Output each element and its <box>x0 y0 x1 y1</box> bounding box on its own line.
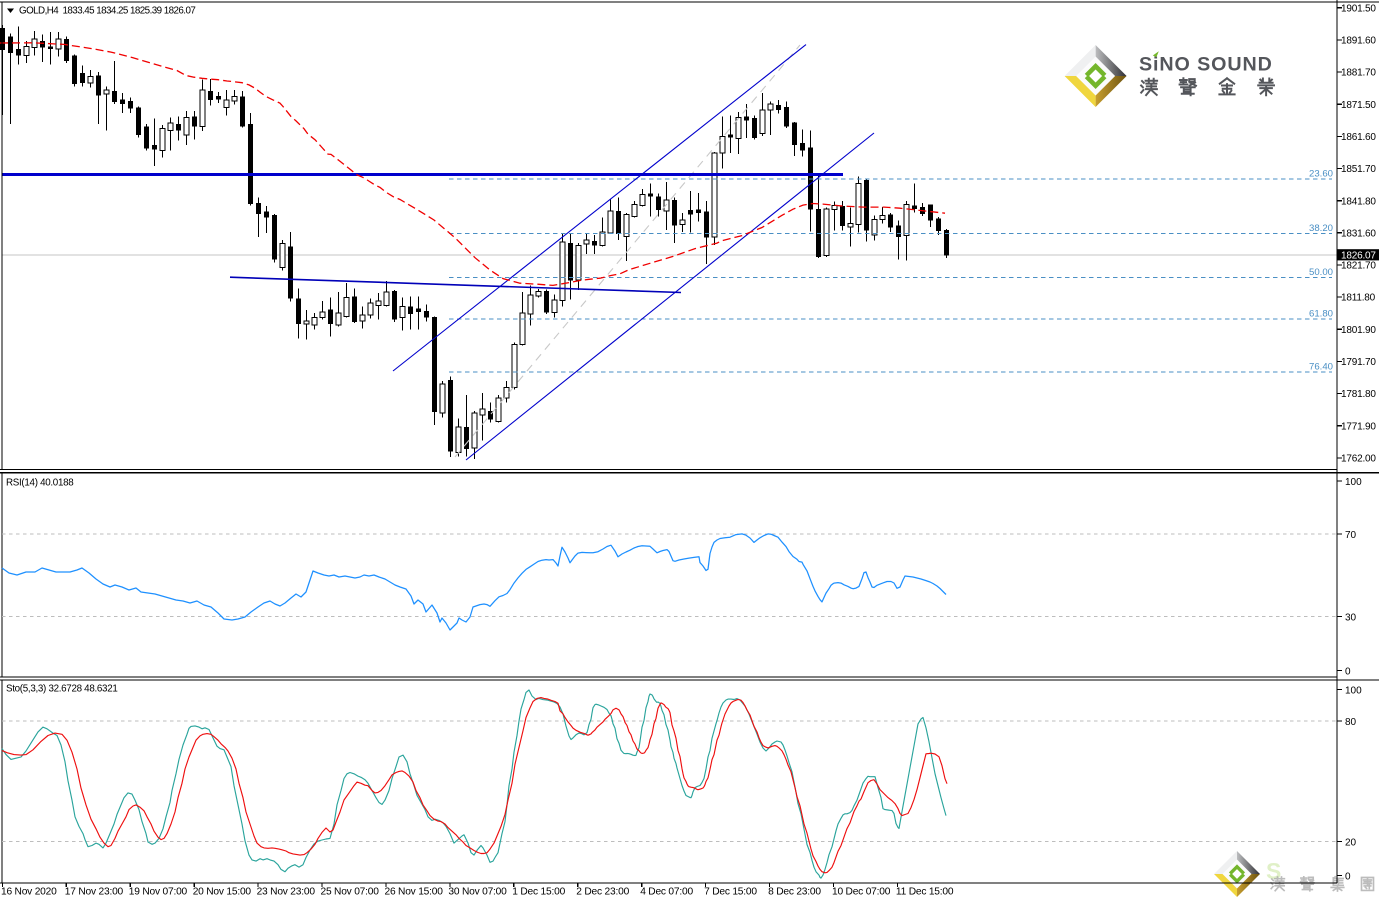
svg-text:1901.50: 1901.50 <box>1341 3 1376 14</box>
svg-text:1851.70: 1851.70 <box>1341 164 1376 175</box>
svg-text:76.40: 76.40 <box>1309 361 1333 372</box>
svg-text:Sto(5,3,3) 32.6728 48.6321: Sto(5,3,3) 32.6728 48.6321 <box>6 684 118 695</box>
svg-text:1771.90: 1771.90 <box>1341 421 1376 432</box>
svg-text:7 Dec 15:00: 7 Dec 15:00 <box>704 886 757 897</box>
svg-text:1871.50: 1871.50 <box>1341 100 1376 111</box>
svg-text:23.60: 23.60 <box>1309 169 1333 180</box>
svg-text:0: 0 <box>1345 667 1351 678</box>
svg-text:19 Nov 07:00: 19 Nov 07:00 <box>129 886 188 897</box>
svg-text:10 Dec 07:00: 10 Dec 07:00 <box>832 886 891 897</box>
svg-text:1801.90: 1801.90 <box>1341 325 1376 336</box>
svg-text:1861.60: 1861.60 <box>1341 132 1376 143</box>
svg-text:0: 0 <box>1345 872 1351 883</box>
svg-text:8 Dec 23:00: 8 Dec 23:00 <box>768 886 821 897</box>
svg-text:17 Nov 23:00: 17 Nov 23:00 <box>65 886 124 897</box>
svg-text:100: 100 <box>1345 477 1362 488</box>
svg-text:1821.70: 1821.70 <box>1341 261 1376 272</box>
svg-text:1826.07: 1826.07 <box>1341 250 1376 261</box>
svg-text:2 Dec 23:00: 2 Dec 23:00 <box>576 886 629 897</box>
svg-text:30 Nov 07:00: 30 Nov 07:00 <box>448 886 507 897</box>
svg-text:1791.70: 1791.70 <box>1341 357 1376 368</box>
svg-text:GOLD,H4 1833.45 1834.25 1825.: GOLD,H4 1833.45 1834.25 1825.39 1826.07 <box>19 6 195 17</box>
svg-text:20 Nov 15:00: 20 Nov 15:00 <box>193 886 252 897</box>
svg-text:26 Nov 15:00: 26 Nov 15:00 <box>385 886 444 897</box>
svg-text:1811.80: 1811.80 <box>1341 293 1376 304</box>
svg-text:1881.70: 1881.70 <box>1341 68 1376 79</box>
svg-text:1831.60: 1831.60 <box>1341 228 1376 239</box>
svg-text:1841.80: 1841.80 <box>1341 196 1376 207</box>
svg-text:25 Nov 07:00: 25 Nov 07:00 <box>321 886 380 897</box>
svg-text:70: 70 <box>1345 530 1357 541</box>
svg-text:23 Nov 23:00: 23 Nov 23:00 <box>257 886 316 897</box>
svg-text:1781.80: 1781.80 <box>1341 389 1376 400</box>
svg-text:SiNO SOUND: SiNO SOUND <box>1139 53 1273 75</box>
svg-text:20: 20 <box>1345 838 1357 849</box>
svg-text:100: 100 <box>1345 686 1362 697</box>
svg-text:11 Dec 15:00: 11 Dec 15:00 <box>896 886 954 897</box>
svg-text:38.20: 38.20 <box>1309 223 1333 234</box>
svg-text:4 Dec 07:00: 4 Dec 07:00 <box>640 886 693 897</box>
svg-text:80: 80 <box>1345 717 1357 728</box>
svg-text:1 Dec 15:00: 1 Dec 15:00 <box>512 886 565 897</box>
svg-text:1762.00: 1762.00 <box>1341 454 1376 465</box>
svg-text:50.00: 50.00 <box>1309 267 1333 278</box>
svg-text:1891.60: 1891.60 <box>1341 36 1376 47</box>
svg-text:RSI(14) 40.0188: RSI(14) 40.0188 <box>6 478 74 489</box>
svg-text:16 Nov 2020: 16 Nov 2020 <box>1 886 57 897</box>
svg-text:30: 30 <box>1345 612 1357 623</box>
svg-text:61.80: 61.80 <box>1309 309 1333 320</box>
